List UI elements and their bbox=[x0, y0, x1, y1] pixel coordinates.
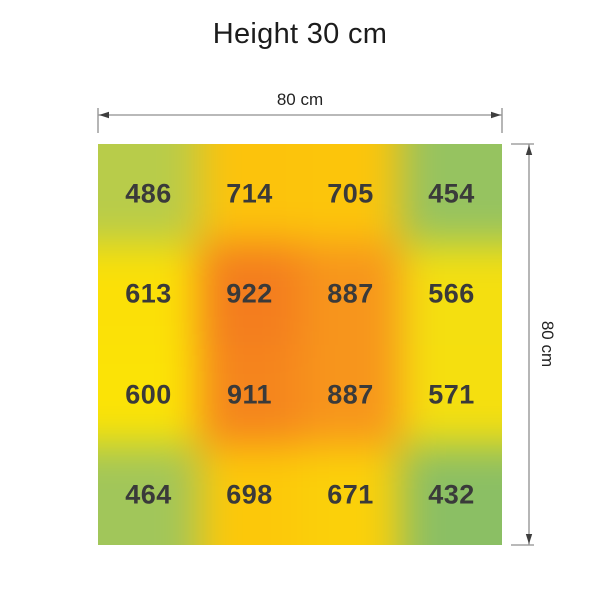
heatmap-color-cell bbox=[199, 344, 300, 445]
heatmap-color-cell bbox=[199, 244, 300, 345]
arrow-up-icon bbox=[525, 145, 533, 155]
heatmap-color-cell bbox=[199, 144, 300, 245]
height-dimension-label: 80 cm bbox=[538, 320, 557, 368]
width-dimension-label: 80 cm bbox=[276, 90, 324, 109]
heatmap-color-cell bbox=[98, 444, 199, 545]
arrow-right-icon bbox=[491, 111, 501, 119]
heatmap-color-cell bbox=[199, 444, 300, 545]
heatmap-color-cell bbox=[98, 144, 199, 245]
heatmap-color-cell bbox=[401, 444, 502, 545]
heatmap-color-cell bbox=[300, 444, 401, 545]
arrow-left-icon bbox=[99, 111, 109, 119]
heatmap-color-cell bbox=[401, 144, 502, 245]
heatmap-color-cell bbox=[98, 244, 199, 345]
heatmap-color-cell bbox=[98, 344, 199, 445]
heatmap-gradient bbox=[98, 144, 502, 545]
heatmap-color-cell bbox=[300, 344, 401, 445]
heatmap-region bbox=[98, 144, 502, 545]
heatmap-color-cell bbox=[401, 344, 502, 445]
heatmap-color-cell bbox=[300, 144, 401, 245]
heatmap-color-cell bbox=[401, 244, 502, 345]
heatmap-color-cell bbox=[300, 244, 401, 345]
figure-title: Height 30 cm bbox=[212, 18, 388, 50]
arrow-down-icon bbox=[525, 534, 533, 544]
